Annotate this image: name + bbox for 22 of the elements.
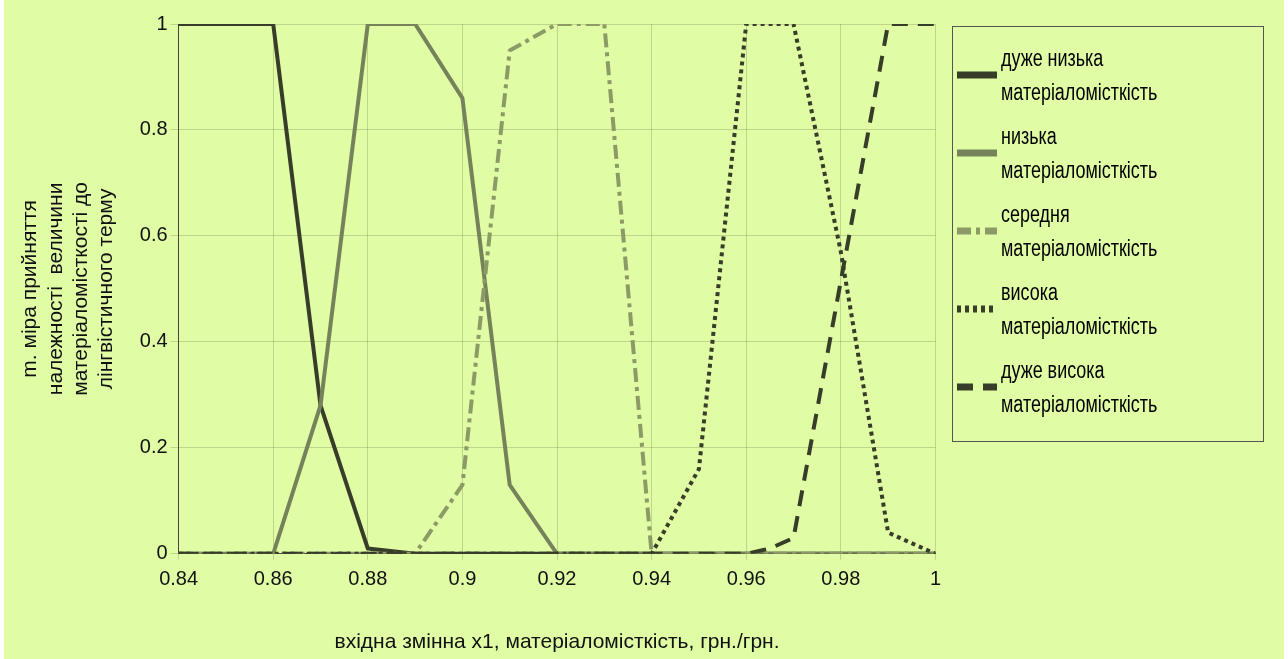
legend-label: низька матеріаломісткість [1001,122,1159,185]
y-tick-label: 0.4 [139,329,168,352]
x-tick-label: 0.88 [348,567,388,590]
legend-label: висока матеріаломісткість [1001,278,1159,341]
y-axis-title: m. міра прийняття належності величини матеріаломісткості до лінгвістичного терму [17,182,116,396]
x-tick-label: 0.92 [537,567,577,590]
x-tick-label: 1 [929,567,941,590]
y-tick-label: 0 [156,541,168,564]
x-tick-label: 0.86 [253,567,293,590]
x-axis-title: вхідна змінна x1, матеріаломісткість, грн./грн. [334,629,780,653]
legend-label: дуже висока матеріаломісткість [1001,356,1159,419]
x-tick-label: 0.98 [821,567,861,590]
legend-label: дуже низька матеріаломісткість [1001,44,1159,107]
y-tick-label: 0.2 [139,435,168,458]
y-tick-label: 0.8 [139,117,168,140]
x-tick-label: 0.96 [726,567,766,590]
x-tick-label: 0.9 [448,567,477,590]
x-tick-label: 0.84 [159,567,199,590]
legend-label: середня матеріаломісткість [1001,200,1159,263]
x-tick-label: 0.94 [632,567,672,590]
y-tick-label: 0.6 [139,223,168,246]
y-tick-label: 1 [156,11,168,34]
